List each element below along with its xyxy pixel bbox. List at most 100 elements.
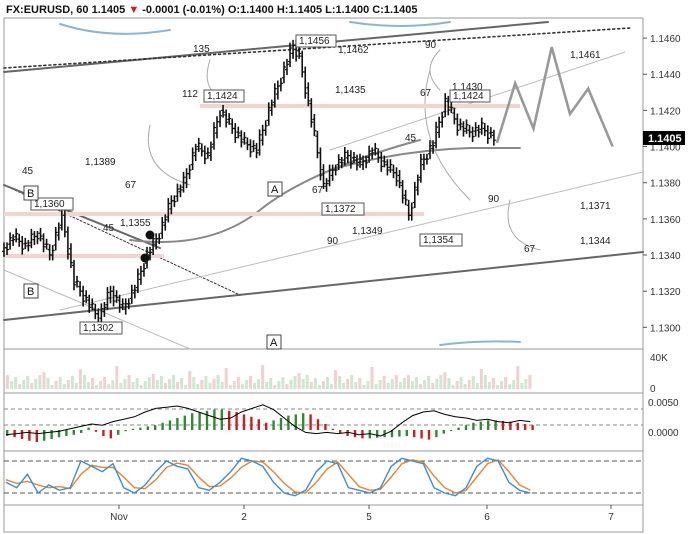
volume-bar xyxy=(289,380,293,389)
price-tick-label: 1.1380 xyxy=(650,179,681,190)
price-tick-label: 1.1360 xyxy=(650,215,681,226)
symbol-label: FX:EURUSD, 60 xyxy=(6,4,89,16)
macd-bar xyxy=(65,430,68,436)
volume-bar xyxy=(479,369,483,389)
macd-bar xyxy=(228,410,231,430)
volume-bar xyxy=(240,384,244,389)
volume-bar xyxy=(107,384,111,389)
volume-bar xyxy=(91,378,95,389)
volume-bar xyxy=(366,381,370,389)
macd-bar xyxy=(250,416,253,430)
volume-bar xyxy=(139,385,143,389)
macd-bar xyxy=(435,430,438,438)
volume-bar xyxy=(172,375,176,389)
volume-bar xyxy=(127,375,131,389)
volume-bar xyxy=(297,373,301,389)
svg-text:1,1349: 1,1349 xyxy=(352,226,383,237)
volume-bar xyxy=(224,368,228,389)
volume-bar xyxy=(346,379,350,389)
price-tick-label: 1.1460 xyxy=(650,34,681,45)
macd-bar xyxy=(413,430,416,438)
macd-bar xyxy=(242,414,246,430)
volume-bar xyxy=(394,375,398,389)
volume-bar xyxy=(78,369,82,389)
svg-text:45: 45 xyxy=(22,166,34,177)
volume-bar xyxy=(74,383,78,389)
volume-bar xyxy=(204,376,208,389)
macd-bar xyxy=(28,430,31,441)
macd-bar xyxy=(220,409,223,430)
volume-bar xyxy=(330,384,333,389)
volume-bar xyxy=(512,380,516,389)
volume-bar xyxy=(350,375,354,389)
svg-text:1,1372: 1,1372 xyxy=(325,204,356,215)
macd-bar xyxy=(524,424,527,430)
volume-bar xyxy=(508,384,512,389)
macd-bar xyxy=(146,426,149,430)
svg-text:67: 67 xyxy=(125,180,137,191)
volume-bar xyxy=(99,381,103,389)
macd-bar xyxy=(390,430,394,438)
volume-bar xyxy=(131,382,135,389)
macd-bar xyxy=(109,430,112,439)
macd-bar xyxy=(427,430,431,440)
macd-bar xyxy=(279,418,283,430)
time-tick-label: Nov xyxy=(110,512,128,523)
svg-text:1,1424: 1,1424 xyxy=(453,91,484,102)
volume-bar xyxy=(14,377,18,389)
macd-bar xyxy=(457,427,460,430)
volume-bar xyxy=(321,381,325,389)
macd-bar xyxy=(472,422,475,430)
macd-bar xyxy=(265,422,268,430)
price-tick-label: 1.1400 xyxy=(650,143,681,154)
time-tick-label: 6 xyxy=(484,512,490,523)
volume-bar xyxy=(524,379,528,389)
macd-bar xyxy=(346,430,349,436)
price-candles xyxy=(2,39,496,330)
volume-bar xyxy=(168,379,171,389)
volume-bar xyxy=(439,375,443,389)
svg-text:1,1371: 1,1371 xyxy=(580,201,611,212)
stoch-d-line xyxy=(5,459,531,494)
svg-text:1,1360: 1,1360 xyxy=(34,199,65,210)
price-axis[interactable]: 1.1460 1.1440 1.1420 1.1400 1.1380 1.1360 1.13… xyxy=(643,34,681,334)
volume-bar xyxy=(38,375,42,389)
svg-text:1,1462: 1,1462 xyxy=(338,45,369,56)
volume-bar xyxy=(249,376,252,389)
macd-bar xyxy=(464,425,468,430)
volume-bar xyxy=(354,382,358,389)
volume-bar xyxy=(26,376,30,389)
macd-bar xyxy=(516,422,519,430)
volume-bar xyxy=(467,380,471,389)
time-axis[interactable]: Nov 2 5 6 7 xyxy=(110,505,614,523)
volume-bar xyxy=(34,379,38,389)
volume-bar xyxy=(10,381,14,389)
macd-bar xyxy=(479,421,482,430)
volume-bar xyxy=(95,385,99,389)
last-price-axis-label: 1.1405 xyxy=(648,133,682,145)
price-projection xyxy=(495,46,614,148)
macd-bar xyxy=(368,430,371,439)
trend-lines xyxy=(3,21,644,350)
volume-bar xyxy=(374,384,378,389)
volume-bar xyxy=(317,385,321,389)
volume-bar xyxy=(492,378,495,389)
macd-bar xyxy=(257,419,260,430)
macd-bar xyxy=(309,414,312,430)
level-labels: 1,1461 1,1456 1,1462 1,1435 1,1430 1,142… xyxy=(30,34,611,335)
time-tick-label: 7 xyxy=(608,512,614,523)
volume-bar xyxy=(82,375,86,389)
volume-bar xyxy=(313,378,317,389)
volume-bar xyxy=(192,377,196,389)
volume-bar xyxy=(159,376,163,389)
macd-bar xyxy=(154,425,157,430)
volume-bar xyxy=(443,372,447,389)
volume-bar xyxy=(155,380,159,389)
volume-bar xyxy=(309,382,313,389)
macd-bar xyxy=(168,420,172,430)
svg-text:B: B xyxy=(27,188,34,200)
volume-bar xyxy=(119,383,123,389)
volume-bar xyxy=(216,375,220,389)
volume-bar xyxy=(411,381,414,389)
